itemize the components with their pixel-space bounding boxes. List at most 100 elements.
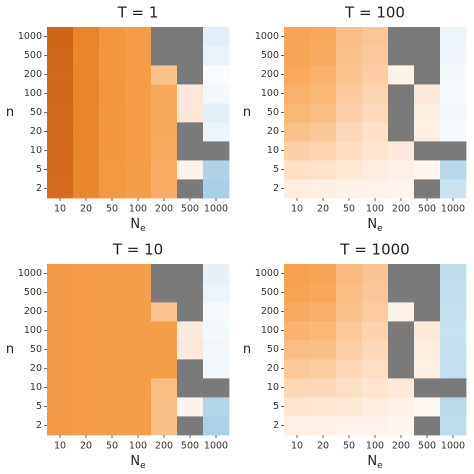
heat-cell <box>47 65 74 85</box>
heat-cell <box>151 46 178 66</box>
heat-cell <box>440 302 467 322</box>
heat-cell <box>284 416 311 436</box>
heat-cell <box>151 416 178 436</box>
x-axis-label: Ne <box>367 454 383 471</box>
heat-cell <box>336 84 363 104</box>
heat-cell <box>73 340 100 360</box>
heat-cell <box>388 302 415 322</box>
heat-cell <box>73 27 100 47</box>
panel: T = 1 2 5 10 20 50 100 200 500 1000 10 20 50 100 200 50… <box>6 4 230 234</box>
x-tick-label: 50 <box>106 441 118 452</box>
heat-cell <box>203 84 230 104</box>
heat-cell <box>47 27 74 47</box>
heat-cell <box>362 283 389 303</box>
y-tick-label: 5 <box>273 401 279 412</box>
heat-cell <box>362 141 389 161</box>
heat-cell <box>73 84 100 104</box>
heat-cell <box>203 27 230 47</box>
heat-cell <box>73 264 100 284</box>
heat-cell <box>362 84 389 104</box>
heat-cell <box>440 84 467 104</box>
y-tick-label: 100 <box>261 325 279 336</box>
heat-cell <box>47 264 74 284</box>
heat-cell <box>414 46 441 66</box>
heat-cell <box>203 103 230 123</box>
heat-cell <box>99 65 126 85</box>
heat-cell <box>388 340 415 360</box>
y-tick-label: 10 <box>30 145 42 156</box>
heat-cell <box>310 65 337 85</box>
heat-cell <box>310 416 337 436</box>
heat-cell <box>388 46 415 66</box>
heat-cell <box>414 84 441 104</box>
heat-cell <box>125 340 152 360</box>
heat-cell <box>125 122 152 142</box>
heat-cell <box>336 378 363 398</box>
heat-cell <box>284 397 311 417</box>
heat-cell <box>284 65 311 85</box>
heat-cell <box>284 179 311 199</box>
heat-cell <box>362 264 389 284</box>
x-tick-label: 200 <box>155 441 173 452</box>
heat-cell <box>73 46 100 66</box>
heat-cell <box>125 397 152 417</box>
heat-cell <box>125 283 152 303</box>
heat-cell <box>99 141 126 161</box>
y-tick-label: 500 <box>24 50 42 61</box>
heat-cell <box>99 122 126 142</box>
x-axis-label: Ne <box>367 217 383 234</box>
heat-cell <box>151 65 178 85</box>
heat-cell <box>151 103 178 123</box>
heat-cell <box>362 46 389 66</box>
x-tick-label: 200 <box>392 441 410 452</box>
heat-cell <box>440 378 467 398</box>
heat-cell <box>177 27 204 47</box>
heat-cell <box>362 359 389 379</box>
heat-cell <box>177 122 204 142</box>
heat-cell <box>414 283 441 303</box>
heat-cell <box>99 84 126 104</box>
y-tick-label: 100 <box>24 325 42 336</box>
heat-cell <box>177 340 204 360</box>
heat-cell <box>310 122 337 142</box>
heat-cell <box>284 84 311 104</box>
heat-cell <box>47 359 74 379</box>
heat-cell <box>310 141 337 161</box>
heat-cell <box>177 179 204 199</box>
heat-cell <box>362 302 389 322</box>
heat-cell <box>177 397 204 417</box>
y-tick-label: 5 <box>36 164 42 175</box>
y-tick-label: 1000 <box>18 31 42 42</box>
heat-cell <box>388 359 415 379</box>
heat-cell <box>177 416 204 436</box>
x-tick-label: 20 <box>317 441 329 452</box>
heat-cell <box>388 122 415 142</box>
heat-cell <box>284 103 311 123</box>
heat-cell <box>151 283 178 303</box>
heat-cell <box>388 397 415 417</box>
heat-cell <box>203 141 230 161</box>
heat-cell <box>362 103 389 123</box>
heat-cell <box>177 46 204 66</box>
panel-title: T = 10 <box>112 241 163 259</box>
heat-cell <box>310 302 337 322</box>
heat-cell <box>388 160 415 180</box>
heat-cell <box>125 321 152 341</box>
x-tick-label: 1000 <box>441 441 465 452</box>
heat-cell <box>440 416 467 436</box>
heat-cell <box>388 416 415 436</box>
x-axis-label-main: N <box>130 217 140 232</box>
x-axis-label-main: N <box>130 454 140 469</box>
heat-cell <box>362 340 389 360</box>
y-tick-label: 200 <box>261 306 279 317</box>
y-tick-label: 5 <box>273 164 279 175</box>
y-tick-label: 100 <box>24 88 42 99</box>
heat-cell <box>125 84 152 104</box>
x-tick-label: 500 <box>181 441 199 452</box>
y-tick-label: 20 <box>267 363 279 374</box>
heat-cell <box>414 160 441 180</box>
heat-cell <box>125 359 152 379</box>
heat-cell <box>125 179 152 199</box>
heat-cell <box>336 264 363 284</box>
